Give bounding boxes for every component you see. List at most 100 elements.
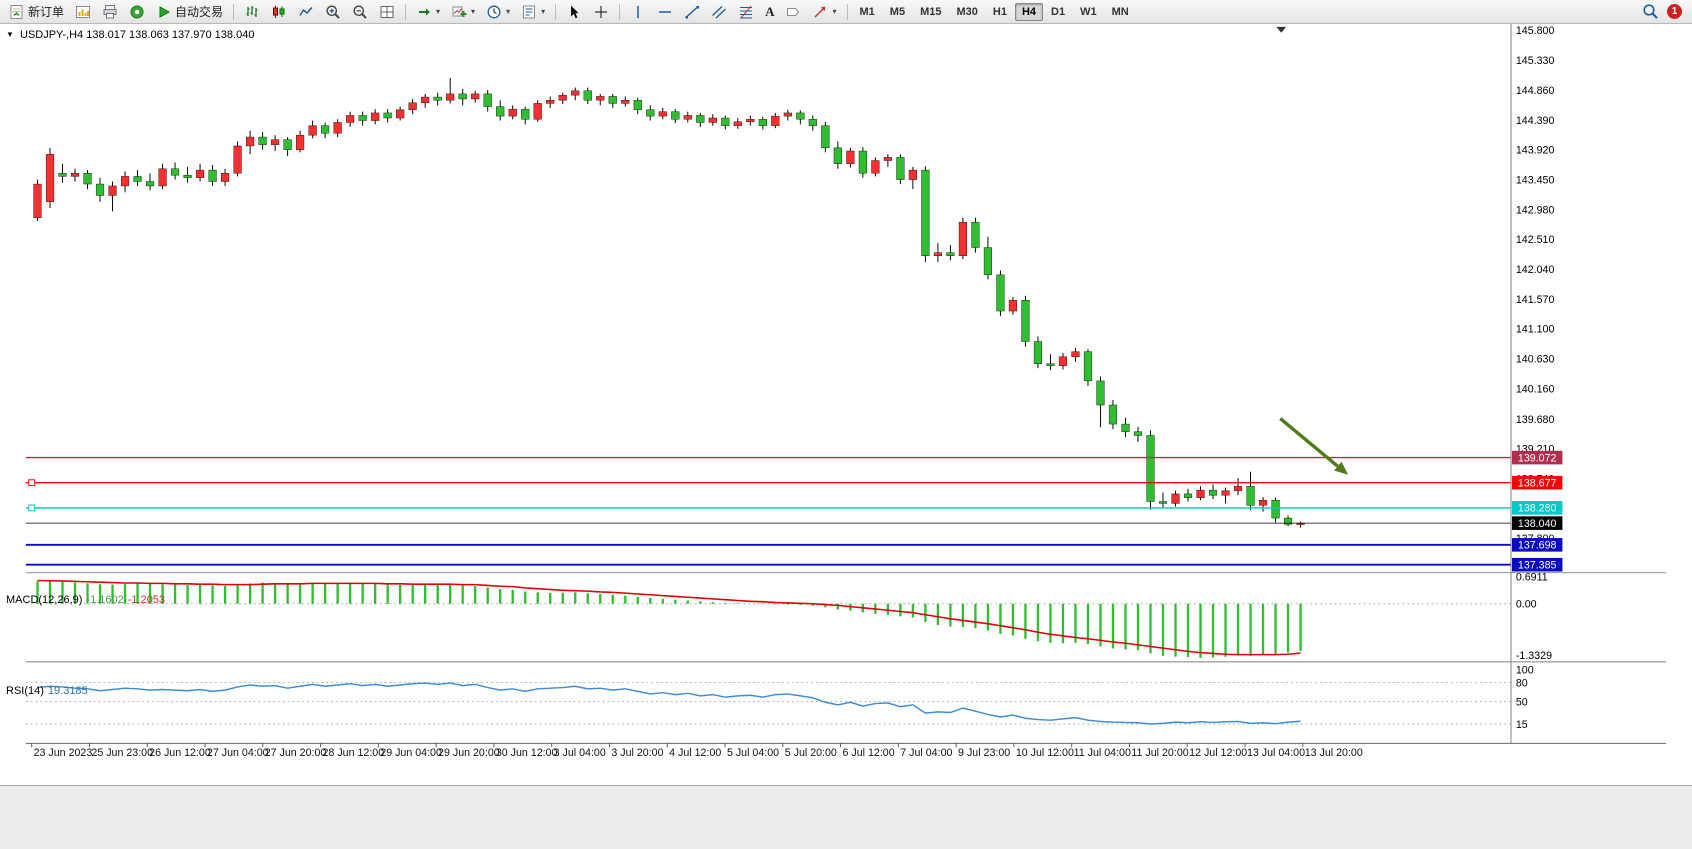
svg-text:15: 15: [1516, 719, 1528, 731]
timeframe-button-h1[interactable]: H1: [992, 5, 1007, 18]
svg-text:11 Jul 04:00: 11 Jul 04:00: [1074, 747, 1131, 759]
chart-canvas[interactable]: 145.800 145.330 144.860 144.390 143.920 143.4…: [0, 24, 1692, 785]
auto-trading-button[interactable]: 自动交易: [151, 1, 228, 23]
svg-text:0.00: 0.00: [1516, 599, 1537, 611]
price-tag-138.280: [1511, 501, 1563, 515]
rsi-line: [37, 682, 1301, 725]
fibonacci-tool-button[interactable]: [733, 1, 759, 23]
community-button[interactable]: [124, 1, 150, 23]
chevron-down-icon: ▾: [436, 6, 441, 16]
zoom-out-button[interactable]: [347, 1, 373, 23]
svg-text:142.510: 142.510: [1516, 234, 1555, 246]
price-tag-137.698: [1511, 538, 1563, 552]
chevron-down-icon: ▾: [541, 6, 546, 16]
chart-shift-icon: [419, 8, 431, 15]
svg-text:100: 100: [1516, 665, 1534, 677]
svg-text:-1.3329: -1.3329: [1516, 650, 1552, 662]
chart-shift-button[interactable]: ▾: [411, 1, 445, 23]
svg-text:6 Jul 12:00: 6 Jul 12:00: [843, 747, 895, 759]
horizontal-line-tool-button[interactable]: [652, 1, 678, 23]
timeframe-button-w1[interactable]: W1: [1080, 5, 1097, 18]
new-chart-icon: [452, 6, 467, 17]
svg-text:10 Jul 12:00: 10 Jul 12:00: [1016, 747, 1074, 759]
text-tool-icon: A: [765, 3, 775, 19]
text-tool-button[interactable]: A: [760, 1, 779, 23]
chart-window-button[interactable]: [70, 1, 96, 23]
svg-text:145.800: 145.800: [1516, 25, 1555, 37]
label-tool-button[interactable]: [780, 1, 806, 23]
macd-signal-value: -1.2053: [127, 594, 166, 606]
svg-text:139.072: 139.072: [1518, 452, 1557, 464]
rsi-indicator-label: RSI(14) 19.3185: [6, 685, 88, 697]
timeframe-button-m30[interactable]: M30: [956, 5, 978, 18]
svg-text:4 Jul 12:00: 4 Jul 12:00: [669, 747, 721, 759]
svg-text:143.450: 143.450: [1516, 174, 1555, 186]
timeframe-button-h4[interactable]: H4: [1014, 2, 1043, 21]
new-order-button[interactable]: 新订单: [4, 1, 69, 23]
svg-text:5 Jul 04:00: 5 Jul 04:00: [727, 747, 779, 759]
svg-text:23 Jun 2023: 23 Jun 2023: [34, 747, 93, 759]
svg-text:30 Jun 12:00: 30 Jun 12:00: [496, 747, 558, 759]
macd-main-value: -1.1602: [86, 594, 124, 606]
trend-arrow-annotation[interactable]: [1279, 417, 1349, 475]
crosshair-tool-button[interactable]: [588, 1, 614, 23]
auto-trading-label: 自动交易: [175, 5, 224, 19]
price-lines[interactable]: 139.072 138.677 138.280 138.040 137.698 137.3…: [25, 450, 1563, 572]
templates-button[interactable]: ▾: [516, 1, 550, 23]
auto-trading-play-icon: [159, 5, 171, 18]
window-footer: [0, 785, 1692, 849]
new-chart-button[interactable]: ▾: [446, 1, 480, 23]
timeframe-button-d1[interactable]: D1: [1051, 5, 1066, 18]
search-icon[interactable]: [1642, 3, 1659, 20]
price-tag-138.040: [1511, 516, 1563, 530]
candlestick-mode-button[interactable]: [266, 1, 292, 23]
chevron-down-icon: ▾: [832, 6, 837, 16]
toolbar-separator: [405, 3, 407, 20]
svg-text:137.385: 137.385: [1518, 560, 1557, 572]
chart-window[interactable]: 145.800 145.330 144.860 144.390 143.920 143.4…: [0, 24, 1692, 785]
price-tag-139.072: [1511, 450, 1563, 465]
macd-indicator-label: MACD(12,26,9) -1.1602 -1.2053: [6, 594, 165, 606]
zoom-out-icon: [353, 5, 367, 19]
zoom-in-button[interactable]: [320, 1, 346, 23]
chart-shift-marker-icon[interactable]: [1276, 26, 1287, 33]
svg-text:29 Jun 04:00: 29 Jun 04:00: [380, 747, 442, 759]
svg-text:144.860: 144.860: [1516, 85, 1555, 97]
svg-text:139.680: 139.680: [1516, 414, 1555, 426]
macd-histogram: [36, 580, 1302, 658]
vertical-line-tool-button[interactable]: [625, 1, 651, 23]
print-icon: [103, 4, 117, 18]
rsi-name: RSI(14): [6, 685, 44, 697]
timeframe-button-m1[interactable]: M1: [859, 5, 875, 18]
svg-text:138.280: 138.280: [1518, 503, 1557, 515]
trendline-tool-button[interactable]: [679, 1, 705, 23]
svg-text:25 Jun 23:00: 25 Jun 23:00: [91, 747, 153, 759]
svg-text:140.160: 140.160: [1516, 383, 1555, 395]
one-click-trading-toggle[interactable]: ▼: [6, 30, 14, 39]
bar-chart-mode-button[interactable]: [239, 1, 265, 23]
svg-text:141.100: 141.100: [1516, 324, 1555, 336]
channel-tool-button[interactable]: [706, 1, 732, 23]
timeframe-button-mn[interactable]: MN: [1111, 5, 1129, 18]
periods-button[interactable]: ▾: [481, 1, 515, 23]
macd-signal-line: [37, 579, 1301, 656]
chevron-down-icon: ▾: [506, 6, 511, 16]
line-chart-mode-button[interactable]: [293, 1, 319, 23]
vertical-line-icon: [637, 5, 639, 18]
candlestick-icon: [273, 5, 285, 18]
svg-text:142.040: 142.040: [1516, 264, 1555, 276]
svg-text:137.698: 137.698: [1518, 540, 1557, 552]
timeframe-button-m15[interactable]: M15: [920, 5, 942, 18]
print-button[interactable]: [97, 1, 123, 23]
cursor-tool-button[interactable]: [561, 1, 587, 23]
tile-windows-button[interactable]: [374, 1, 400, 23]
main-toolbar: 新订单 自动交易: [0, 0, 1692, 24]
arrow-tool-icon: [814, 6, 826, 18]
tile-windows-icon: [380, 5, 394, 18]
svg-text:144.390: 144.390: [1516, 115, 1555, 127]
arrows-tool-button[interactable]: ▾: [807, 1, 841, 23]
notification-badge[interactable]: 1: [1667, 4, 1682, 19]
community-icon: [130, 5, 144, 18]
timeframe-button-m5[interactable]: M5: [889, 5, 906, 18]
